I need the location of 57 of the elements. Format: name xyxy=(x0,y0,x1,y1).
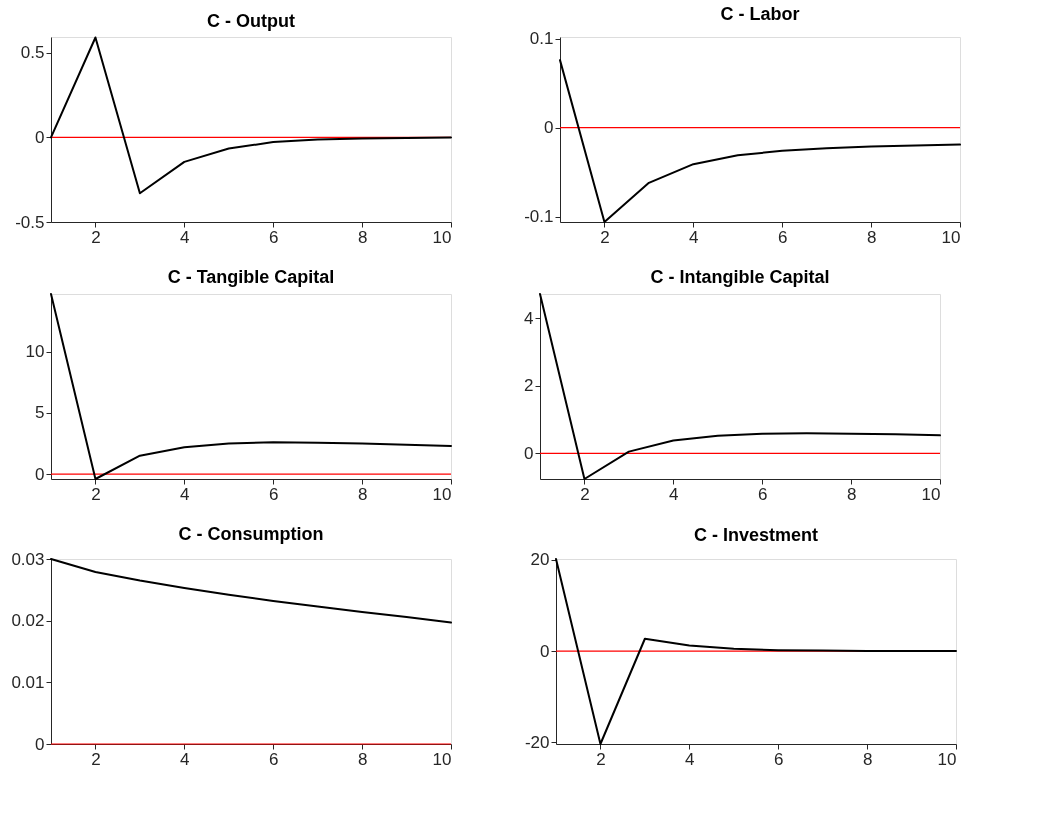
x-tick-label: 10 xyxy=(937,749,957,769)
x-tick-label: 10 xyxy=(432,749,452,769)
x-tick-label: 6 xyxy=(268,484,279,504)
x-tick-label: 6 xyxy=(268,749,279,769)
x-tick-label: 2 xyxy=(91,227,101,247)
chart-title: C - Intangible Capital xyxy=(650,267,830,287)
x-tick-label: 4 xyxy=(180,227,190,247)
x-tick-label: 2 xyxy=(596,749,606,769)
x-tick-label: 4 xyxy=(689,227,699,247)
x-tick-label: 10 xyxy=(941,227,961,247)
y-tick-label: 0 xyxy=(524,443,534,463)
y-tick-label: -0.1 xyxy=(524,207,554,227)
x-tick-label: 2 xyxy=(600,227,610,247)
x-tick-label: 2 xyxy=(91,484,101,504)
x-tick-label: 4 xyxy=(180,484,190,504)
y-tick-label: 0 xyxy=(35,734,45,754)
x-tick-label: 6 xyxy=(268,227,279,247)
x-tick-label: 10 xyxy=(432,484,452,504)
y-tick-label: 20 xyxy=(530,550,550,570)
x-tick-label: 8 xyxy=(357,227,368,247)
x-tick-label: 10 xyxy=(921,484,941,504)
x-tick-label: 10 xyxy=(432,227,452,247)
y-tick-label: 0.1 xyxy=(529,29,554,49)
line-series xyxy=(50,558,452,624)
x-tick-label: 4 xyxy=(180,749,190,769)
x-tick-label: 6 xyxy=(757,484,768,504)
y-tick-label: 0 xyxy=(544,118,554,138)
y-tick-label: 0 xyxy=(35,464,45,484)
chart-title: C - Tangible Capital xyxy=(167,267,335,287)
y-tick-label: 0.5 xyxy=(20,43,45,63)
y-tick-label: 0.01 xyxy=(11,672,45,692)
chart-title: C - Consumption xyxy=(178,524,324,544)
line-series xyxy=(50,36,452,195)
y-tick-label: 10 xyxy=(25,342,45,362)
x-tick-label: 8 xyxy=(357,749,368,769)
x-tick-label: 6 xyxy=(777,227,788,247)
y-tick-label: 0.02 xyxy=(11,611,45,631)
y-tick-label: -20 xyxy=(524,732,550,752)
y-tick-label: -0.5 xyxy=(15,212,45,232)
x-tick-label: 2 xyxy=(91,749,101,769)
x-tick-label: 8 xyxy=(862,749,873,769)
y-tick-label: 0.03 xyxy=(11,549,45,569)
x-tick-label: 6 xyxy=(773,749,784,769)
x-tick-label: 4 xyxy=(685,749,695,769)
x-tick-label: 8 xyxy=(866,227,877,247)
chart-title: C - Labor xyxy=(720,3,800,24)
x-tick-label: 4 xyxy=(669,484,679,504)
x-tick-label: 8 xyxy=(357,484,368,504)
x-tick-label: 2 xyxy=(580,484,590,504)
x-tick-label: 8 xyxy=(846,484,857,504)
chart-title: C - Investment xyxy=(693,524,819,545)
y-tick-label: 0 xyxy=(35,127,45,147)
y-tick-label: 5 xyxy=(35,403,45,423)
y-tick-label: 4 xyxy=(524,308,534,328)
y-tick-label: 2 xyxy=(524,376,534,396)
y-tick-label: 0 xyxy=(540,641,550,661)
chart-title: C - Output xyxy=(207,10,295,31)
